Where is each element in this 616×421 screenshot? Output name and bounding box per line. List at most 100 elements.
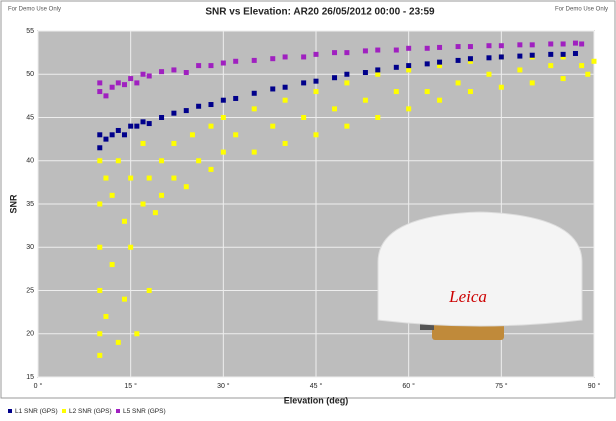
point: [572, 50, 578, 56]
point: [109, 192, 115, 198]
point: [128, 244, 134, 250]
point: [97, 201, 103, 207]
point: [115, 339, 121, 345]
point: [282, 54, 288, 60]
point: [529, 52, 535, 58]
point: [251, 106, 257, 112]
point: [560, 54, 566, 60]
point: [140, 119, 146, 125]
y-tick-label: 45: [26, 114, 34, 121]
point: [455, 57, 461, 63]
point: [467, 58, 473, 64]
point: [548, 41, 554, 47]
point: [121, 82, 127, 88]
point: [332, 75, 338, 81]
point: [134, 331, 140, 337]
point: [375, 71, 381, 77]
point: [301, 80, 307, 86]
point: [189, 132, 195, 138]
point: [572, 40, 578, 46]
series: [97, 54, 597, 358]
point: [220, 149, 226, 155]
point: [517, 67, 523, 73]
point: [313, 89, 319, 95]
antenna-connector: [420, 322, 434, 330]
series: [97, 40, 585, 99]
point: [560, 51, 566, 57]
y-tick-label: 50: [26, 71, 34, 78]
point: [498, 43, 504, 49]
point: [375, 47, 381, 53]
point: [406, 67, 412, 73]
point: [579, 63, 585, 69]
point: [97, 132, 103, 138]
point: [332, 106, 338, 112]
point: [313, 132, 319, 138]
point: [424, 89, 430, 95]
y-tick-label: 20: [26, 331, 34, 338]
x-tick-label: 45 °: [310, 382, 323, 390]
point: [251, 90, 257, 96]
point: [424, 61, 430, 67]
point: [455, 44, 461, 50]
point: [121, 296, 127, 302]
legend-label: L2 SNR (GPS): [69, 408, 112, 415]
point: [560, 41, 566, 47]
point: [313, 51, 319, 57]
point: [486, 71, 492, 77]
antenna-logo: Leica: [448, 287, 487, 306]
y-axis-label: SNR: [8, 194, 18, 214]
point: [196, 103, 202, 109]
point: [393, 47, 399, 53]
point: [115, 158, 121, 164]
point: [97, 244, 103, 250]
point: [146, 288, 152, 293]
point: [344, 123, 350, 129]
point: [498, 54, 504, 60]
point: [498, 84, 504, 90]
chart-title: SNR vs Elevation: AR20 26/05/2012 00:00 …: [205, 7, 435, 18]
point: [406, 45, 412, 51]
point: [362, 97, 368, 103]
y-tick-label: 15: [26, 374, 34, 381]
point: [146, 73, 152, 79]
point: [282, 97, 288, 103]
point: [301, 115, 307, 120]
point: [591, 58, 597, 64]
y-tick-label: 35: [26, 201, 34, 208]
point: [424, 45, 430, 51]
point: [437, 97, 443, 103]
point: [251, 57, 257, 63]
point: [146, 175, 152, 181]
x-tick-label: 60 °: [402, 382, 415, 390]
point: [140, 71, 146, 77]
point: [159, 158, 165, 164]
point: [208, 63, 214, 69]
point: [313, 78, 319, 84]
x-tick-label: 75 °: [495, 382, 508, 390]
point: [140, 201, 146, 207]
point: [467, 44, 473, 50]
point: [171, 110, 177, 116]
point: [183, 108, 189, 114]
watermark: For Demo Use Only: [555, 7, 608, 13]
point: [455, 80, 461, 86]
point: [393, 64, 399, 70]
point: [585, 71, 591, 77]
point: [115, 127, 121, 133]
point: [529, 80, 535, 86]
point: [97, 145, 103, 151]
y-tick-label: 30: [26, 244, 34, 251]
point: [109, 262, 115, 268]
point: [220, 60, 226, 66]
point: [437, 59, 443, 65]
legend-swatch: [8, 409, 12, 413]
point: [183, 184, 189, 190]
legend-label: L5 SNR (GPS): [123, 408, 166, 415]
point: [103, 93, 109, 99]
point: [486, 55, 492, 61]
point: [406, 106, 412, 112]
point: [152, 210, 158, 216]
point: [146, 121, 152, 127]
